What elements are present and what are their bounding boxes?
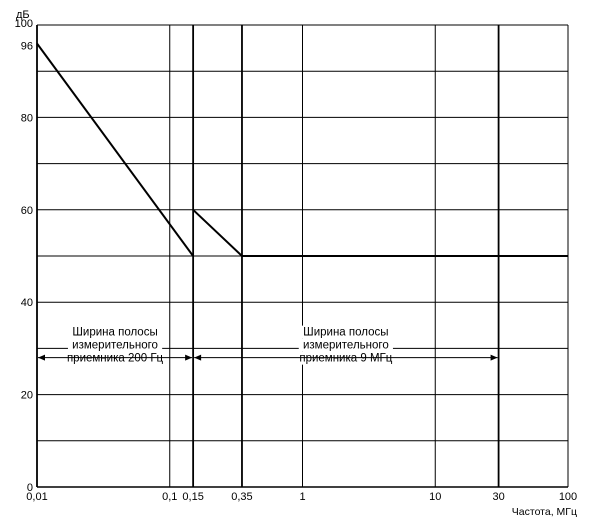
limit-line-series-2 [192,209,568,257]
y-tick-label: 80 [21,112,33,124]
y-tick-label: 96 [21,40,33,52]
annotation-text-bg [71,325,160,339]
annotation-text-line: приемника 200 Гц [67,353,164,365]
axis-tick-labels: 0 20 40 60 80 96 100 0,01 0,1 0,15 0,35 1 10 30 100 [15,18,578,503]
arrow-head-left [38,354,45,361]
annotation-text-line: Ширина полосы [72,327,157,339]
annotation-text-line: Ширина полосы [303,327,388,339]
x-tick-label: 1 [299,491,305,503]
arrow-head-right [185,354,193,361]
x-tick-label: 30 [492,491,504,503]
x-tick-label: 0,35 [231,491,252,503]
series-group [36,42,568,257]
x-axis-label: Частота, МГц [512,506,577,518]
annotation-text-line: измерительного [303,340,389,352]
y-tick-label: 0 [27,482,33,494]
annotation-text-line: измерительного [72,340,158,352]
y-tick-label: 100 [15,18,33,30]
y-tick-label: 60 [21,205,33,217]
y-tick-label: 40 [21,297,33,309]
x-tick-label: 100 [559,491,577,503]
annotation-text-bg [301,325,390,339]
annotation-text-line: приемника 9 МГц [299,353,392,365]
x-tick-label: 10 [429,491,441,503]
annotation-text-bg [298,338,393,352]
annotation-text-bg [67,338,163,352]
x-tick-label: 0,01 [26,491,47,503]
x-tick-label: 0,15 [182,491,203,503]
arrow-head-right [490,354,498,361]
x-tick-label: 0,1 [162,491,177,503]
arrow-head-left [194,354,202,361]
y-axis-label: дБ [16,9,30,21]
y-tick-label: 20 [21,390,33,402]
limit-line-series-1 [36,42,194,257]
